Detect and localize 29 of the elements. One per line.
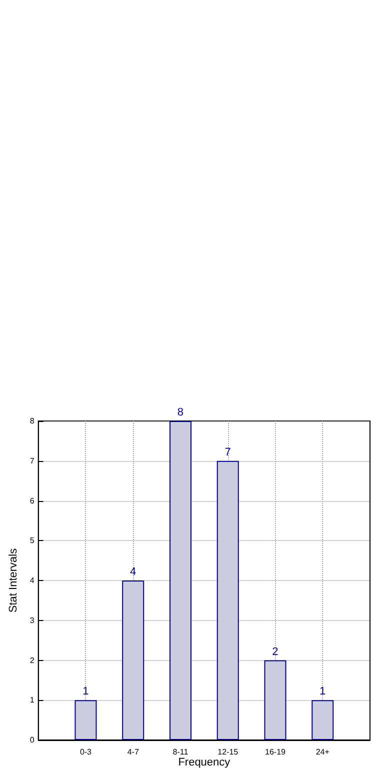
bar: [169, 421, 192, 740]
bar: [216, 460, 239, 740]
data-label: 2: [272, 646, 278, 658]
data-label: 1: [82, 686, 89, 698]
data-label: 4: [130, 566, 136, 578]
y-tick-label: 4: [30, 576, 35, 585]
x-tick-label: 16-19: [265, 748, 286, 756]
y-tick-label: 0: [30, 736, 35, 744]
x-tick-label: 24+: [316, 748, 330, 756]
x-tick-label: 4-7: [127, 748, 140, 756]
bar: [312, 700, 334, 740]
y-tick-label: 6: [30, 496, 35, 506]
y-tick-label: 5: [30, 536, 35, 546]
bar: [74, 700, 97, 740]
data-label: 8: [177, 406, 184, 418]
y-tick-label: 2: [30, 656, 35, 665]
x-tick-label: 8-11: [172, 748, 189, 756]
y-tick-label: 8: [30, 416, 35, 426]
y-tick-label: 1: [30, 696, 35, 705]
x-tick-label: 12-15: [218, 748, 239, 756]
y-tick-label: 3: [30, 616, 35, 625]
x-tick-label: 0-3: [80, 748, 92, 756]
data-label: 1: [320, 686, 326, 698]
y-axis-title: Stat Intervals: [8, 548, 20, 613]
x-axis-title: Frequency: [178, 756, 231, 768]
y-tick-label: 7: [30, 456, 35, 466]
data-label: 7: [224, 446, 231, 458]
bar: [122, 580, 144, 740]
bar: [264, 660, 286, 740]
